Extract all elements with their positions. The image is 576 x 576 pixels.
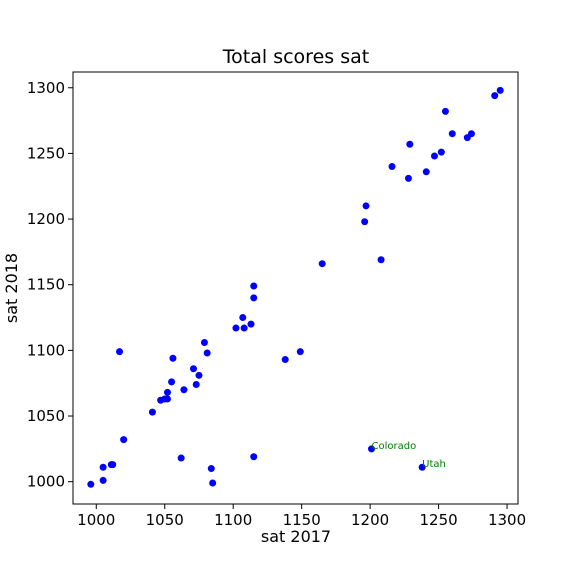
y-tick-label: 1300 xyxy=(27,79,65,97)
data-point xyxy=(250,453,258,461)
x-axis-label: sat 2017 xyxy=(261,527,331,546)
data-point xyxy=(148,408,156,416)
data-point xyxy=(281,356,289,364)
chart-title: Total scores sat xyxy=(222,46,369,68)
data-point xyxy=(441,107,449,115)
data-point xyxy=(195,371,203,379)
data-point xyxy=(467,130,475,138)
y-tick-label: 1150 xyxy=(27,276,65,294)
data-point xyxy=(99,463,107,471)
data-point xyxy=(318,260,326,268)
data-point xyxy=(422,168,430,176)
plot-area: Colorado Utah xyxy=(87,86,504,488)
data-point xyxy=(406,140,414,148)
data-point xyxy=(250,282,258,290)
x-tick-label: 1300 xyxy=(488,511,526,529)
data-point xyxy=(232,324,240,332)
data-point xyxy=(168,378,176,386)
point-annotation: Utah xyxy=(422,459,446,470)
data-point xyxy=(169,354,177,362)
x-tick-label: 1100 xyxy=(214,511,252,529)
data-point xyxy=(163,388,171,396)
data-point xyxy=(192,381,200,389)
y-tick-label: 1100 xyxy=(27,341,65,359)
data-point xyxy=(177,454,185,462)
x-axis: 1000 1050 1100 1150 1200 1250 1300 xyxy=(77,504,526,529)
data-point xyxy=(496,86,504,94)
data-point xyxy=(189,365,197,373)
data-point xyxy=(377,256,385,264)
data-point xyxy=(99,476,107,484)
data-point xyxy=(388,163,396,171)
data-point xyxy=(296,348,304,356)
x-tick-label: 1050 xyxy=(146,511,184,529)
data-point xyxy=(207,465,215,473)
y-tick-label: 1200 xyxy=(27,210,65,228)
data-point xyxy=(430,152,438,160)
data-point xyxy=(180,386,188,394)
x-tick-label: 1250 xyxy=(419,511,457,529)
data-point xyxy=(209,479,217,487)
data-point xyxy=(367,445,375,453)
data-point xyxy=(240,324,248,332)
y-axis: 1000 1050 1100 1150 1200 1250 1300 xyxy=(27,79,73,491)
data-point xyxy=(404,174,412,182)
data-point xyxy=(491,92,499,100)
data-point xyxy=(87,480,95,488)
x-tick-label: 1150 xyxy=(283,511,321,529)
y-tick-label: 1050 xyxy=(27,407,65,425)
data-point xyxy=(437,148,445,156)
y-tick-label: 1000 xyxy=(27,473,65,491)
data-point xyxy=(163,395,171,403)
x-tick-label: 1200 xyxy=(351,511,389,529)
data-point xyxy=(120,436,128,444)
data-point xyxy=(239,314,247,322)
data-point xyxy=(116,348,124,356)
data-point xyxy=(448,130,456,138)
data-point xyxy=(109,461,117,469)
data-point xyxy=(247,320,255,328)
plot-frame xyxy=(72,71,519,505)
x-tick-label: 1000 xyxy=(77,511,115,529)
y-axis-label: sat 2018 xyxy=(2,253,21,323)
data-point xyxy=(418,463,426,471)
y-tick-label: 1250 xyxy=(27,144,65,162)
data-point xyxy=(200,338,208,346)
point-annotation: Colorado xyxy=(371,441,416,452)
data-point xyxy=(250,294,258,302)
data-point xyxy=(362,202,370,210)
data-point xyxy=(361,218,369,226)
data-point xyxy=(203,349,211,357)
